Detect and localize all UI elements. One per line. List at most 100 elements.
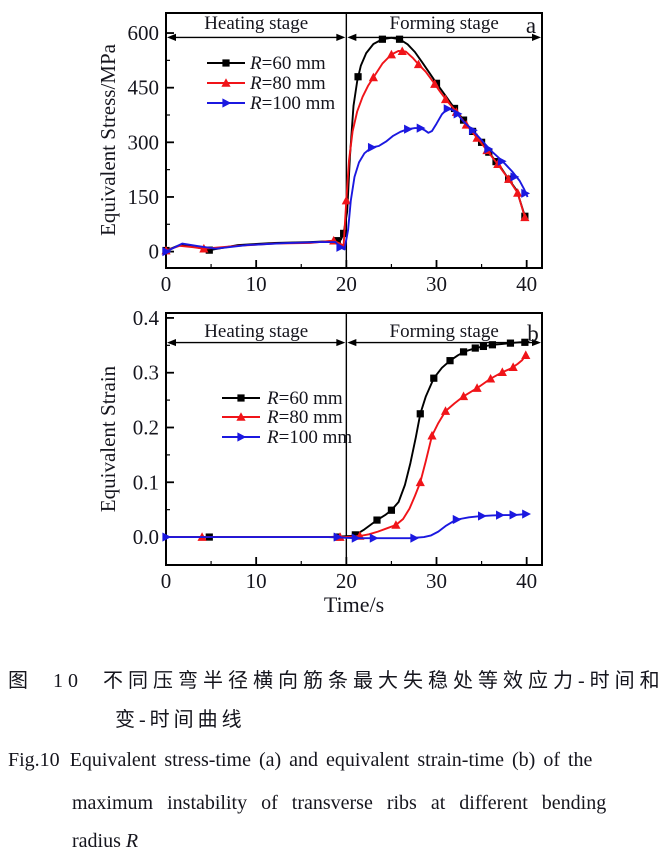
- series-r80-marker: [486, 373, 496, 383]
- x-tick-label: 40: [516, 272, 537, 296]
- y-tick-label: 0.1: [133, 470, 159, 494]
- stage-arrow-head: [336, 33, 346, 42]
- caption-en-line1: Fig.10 Equivalent stress-time (a) and equ…: [8, 749, 592, 772]
- y-tick-label: 450: [128, 76, 160, 100]
- stage-arrow-head: [347, 338, 357, 347]
- x-tick-label: 10: [246, 272, 267, 296]
- series-r80-marker: [497, 367, 507, 376]
- series-r80-marker: [493, 159, 503, 168]
- caption-en-line2: maximum instability of transverse ribs a…: [72, 792, 607, 814]
- stage-arrow-head: [167, 338, 176, 347]
- y-tick-label: 300: [128, 130, 160, 154]
- stage-label-forming: Forming stage: [390, 13, 499, 34]
- series-r80-line: [165, 49, 526, 252]
- series-r100-marker: [416, 123, 426, 133]
- y-tick-label: 0.0: [133, 525, 159, 549]
- series-r100-marker: [351, 533, 361, 543]
- plot-box: [165, 312, 543, 566]
- series-r100-marker: [522, 509, 531, 519]
- x-tick-label: 20: [336, 569, 357, 593]
- x-tick-label: 40: [516, 569, 537, 593]
- series-r100-marker: [410, 533, 420, 543]
- stage-label-heating: Heating stage: [204, 13, 308, 34]
- series-r80-marker: [508, 362, 518, 372]
- caption-cn-text: 不同压弯半径横向筋条最大失稳处等效应力-时间和应: [103, 670, 663, 692]
- legend-label: R=60 mm: [266, 388, 343, 409]
- series-r100-marker: [162, 532, 172, 542]
- series-r100-marker: [509, 510, 519, 520]
- x-tick-label: 20: [336, 272, 357, 296]
- series-r100-marker: [443, 104, 453, 114]
- stage-arrow-head: [532, 338, 541, 347]
- strain-time-chart: 0 10 20 30 40 0.0 0.1 0.2 0.3 0.4 Equivalent Strai…: [96, 306, 543, 617]
- y-tick-label: 0.4: [133, 306, 160, 330]
- series-r60-marker: [387, 506, 396, 514]
- series-r100-marker: [336, 242, 346, 252]
- series-r60-marker: [459, 348, 468, 356]
- series-r100-marker: [453, 109, 463, 119]
- x-axis-title: Time/s: [324, 592, 384, 617]
- stage-arrow-head: [336, 338, 346, 347]
- series-r80-marker: [386, 49, 397, 59]
- series-r60-marker: [205, 246, 213, 254]
- legend-marker: [236, 412, 246, 421]
- caption-en-line3-var: R: [125, 830, 139, 852]
- y-tick-label: 150: [128, 185, 160, 209]
- series-r60-marker: [446, 357, 454, 365]
- series-r80-marker: [368, 72, 378, 82]
- series-r100-marker: [477, 511, 487, 521]
- series-r60-marker: [378, 35, 387, 43]
- legend-marker: [222, 59, 230, 67]
- y-tick-label: 0.3: [133, 361, 159, 385]
- series-r60-marker: [351, 531, 359, 539]
- stress-time-chart: 0 10 20 30 40 0 150 300 450 600 Equivalent Stress/…: [96, 12, 543, 296]
- caption-cn-tag: 图 10: [8, 670, 83, 692]
- series-r80-marker: [440, 406, 451, 415]
- legend-label: R=60 mm: [249, 53, 326, 74]
- caption-cn-line1: 图 10 不同压弯半径横向筋条最大失稳处等效应力-时间和应: [8, 664, 663, 693]
- series-r80-marker: [413, 59, 424, 69]
- series-r80-marker: [440, 94, 451, 104]
- legend-marker: [237, 394, 245, 402]
- y-axis-title: Equivalent Strain: [96, 365, 120, 512]
- legend-marker: [237, 432, 247, 442]
- legend-label: R=80 mm: [249, 73, 326, 94]
- series-r80-marker: [472, 383, 482, 392]
- series-r100-marker: [162, 247, 172, 257]
- series-r100-marker: [367, 142, 377, 153]
- series-r100-marker: [333, 532, 343, 542]
- legend-marker: [222, 98, 232, 108]
- series-r100-marker: [510, 172, 520, 182]
- caption-cn-line2: 变-时间曲线: [115, 709, 246, 731]
- y-tick-label: 0: [149, 240, 160, 264]
- series-r100-marker: [369, 533, 379, 543]
- legend-marker: [221, 78, 231, 87]
- panel-corner-label: b: [527, 321, 539, 346]
- caption-en-line3-text: radius: [72, 830, 126, 852]
- x-tick-label: 0: [161, 569, 172, 593]
- series-r100-marker: [404, 124, 413, 134]
- series-r80-marker: [341, 195, 351, 205]
- series-r60-marker: [471, 344, 479, 352]
- series-r80-marker: [458, 391, 469, 401]
- series-r60-marker: [479, 342, 487, 351]
- series-r60-marker: [521, 338, 529, 346]
- stage-label-heating: Heating stage: [204, 321, 308, 342]
- series-r80-marker: [397, 46, 407, 56]
- caption-en-text: Equivalent stress-time (a) and equivalen…: [69, 749, 593, 771]
- series-r100-marker: [468, 125, 478, 135]
- series-r100-marker: [521, 188, 531, 198]
- stage-arrow-head: [532, 33, 541, 42]
- legend-label: R=100 mm: [249, 93, 335, 114]
- x-tick-label: 30: [426, 569, 447, 593]
- stage-label-forming: Forming stage: [390, 321, 499, 342]
- series-r60-marker: [430, 374, 438, 382]
- legend-label: R=80 mm: [266, 407, 343, 428]
- caption-en-tag: Fig.10: [8, 749, 60, 771]
- series-r60-marker: [373, 516, 381, 524]
- stage-arrow-head: [167, 33, 176, 42]
- series-r60-marker: [333, 237, 341, 245]
- x-tick-label: 0: [161, 272, 172, 296]
- series-r100-line: [166, 513, 526, 540]
- series-r80-marker: [520, 212, 530, 222]
